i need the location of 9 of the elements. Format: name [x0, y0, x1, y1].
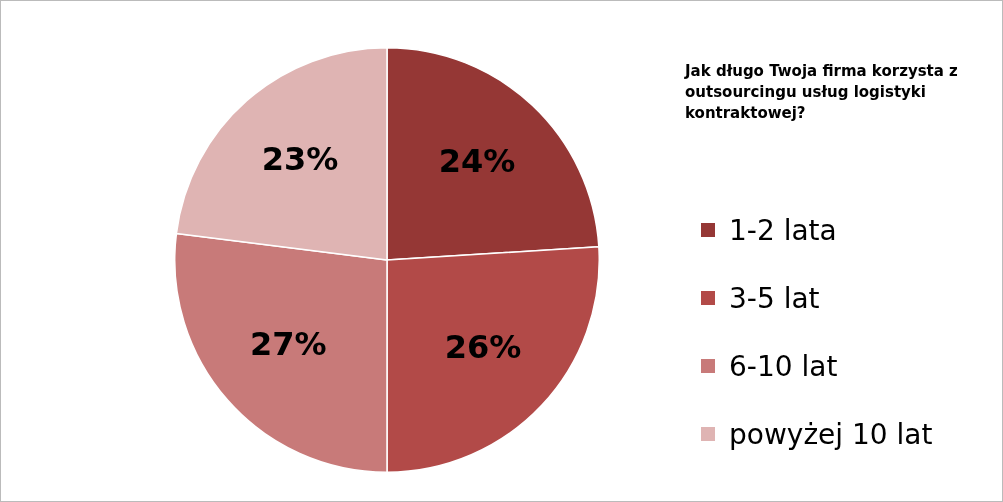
data-label: 27% [249, 325, 327, 364]
legend-label: 6-10 lat [729, 349, 838, 383]
data-label: 26% [444, 328, 522, 367]
text: Jak długo Twoja firma korzysta z outsourcingu usług logistyki kontraktowej? [685, 61, 959, 124]
data-label: 24% [438, 142, 516, 181]
legend-label: 3-5 lat [729, 281, 820, 315]
data-label: 23% [261, 139, 339, 178]
legend-label: powyżej 10 lat [729, 417, 933, 451]
legend-label: 1-2 lata [729, 213, 837, 247]
